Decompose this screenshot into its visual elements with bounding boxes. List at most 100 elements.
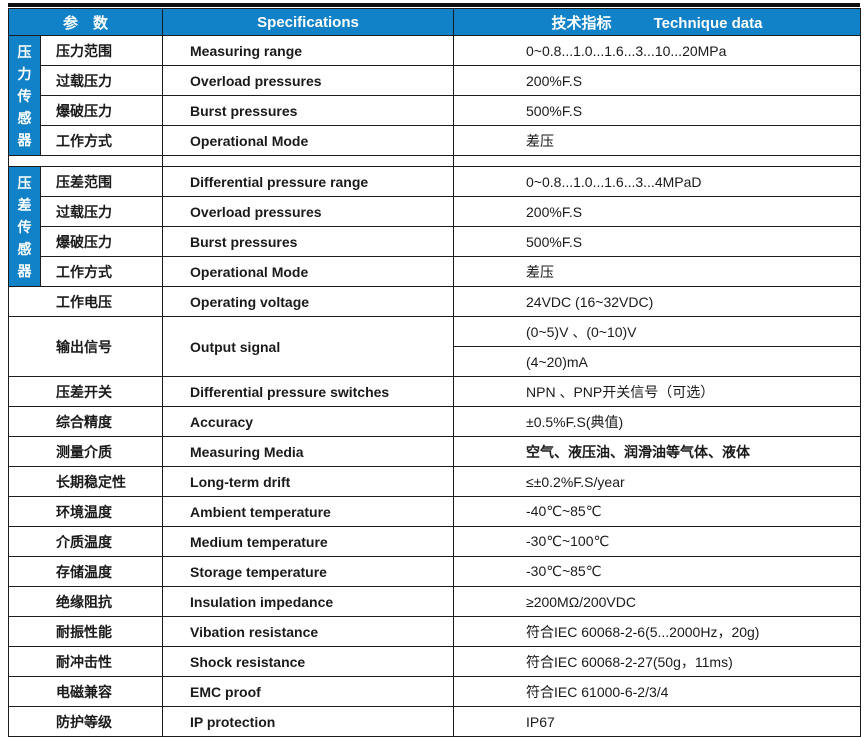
table-row: 测量介质 Measuring Media 空气、液压油、润滑油等气体、液体 bbox=[7, 436, 862, 467]
param-en: IP protection bbox=[162, 706, 455, 737]
param-en: Overload pressures bbox=[162, 196, 455, 227]
table-row: 耐振性能 Vibation resistance 符合IEC 60068-2-6… bbox=[7, 616, 862, 647]
param-value: -40℃~85℃ bbox=[453, 496, 862, 527]
table-header-row: 参 数 Specifications 技术指标 Technique data bbox=[7, 8, 862, 36]
header-specifications: Specifications bbox=[162, 8, 455, 36]
table-row: 压力传感器 压力范围 Measuring range 0~0.8...1.0..… bbox=[8, 35, 862, 156]
param-cn: 综合精度 bbox=[7, 406, 164, 437]
param-en: Ambient temperature bbox=[162, 496, 455, 527]
table-row: 压差开关 Differential pressure switches NPN … bbox=[7, 376, 862, 407]
spec-sheet: 参 数 Specifications 技术指标 Technique data 压力… bbox=[7, 3, 862, 737]
param-value: 符合IEC 60068-2-6(5...2000Hz，20g) bbox=[453, 616, 862, 647]
param-value: 差压 bbox=[453, 125, 862, 156]
header-tech-en: Technique data bbox=[653, 14, 763, 32]
param-cn: 压差范围 bbox=[39, 166, 164, 197]
param-en: Vibation resistance bbox=[162, 616, 455, 647]
param-en: Differential pressure range bbox=[162, 166, 455, 197]
param-value: 差压 bbox=[453, 256, 862, 287]
param-cn: 过载压力 bbox=[39, 65, 164, 96]
param-cn: 长期稳定性 bbox=[7, 466, 164, 497]
table-row: 爆破压力 Burst pressures 500%F.S bbox=[9, 226, 862, 257]
param-en: Insulation impedance bbox=[162, 586, 455, 617]
section-label-pressure-sensor: 压力传感器 bbox=[8, 35, 41, 156]
table-row: 输出信号 Output signal (0~5)V 、(0~10)V bbox=[7, 316, 862, 377]
header-tech-cn: 技术指标 bbox=[551, 14, 612, 32]
table-row: 防护等级 IP protection IP67 bbox=[7, 706, 862, 737]
param-cn: 工作方式 bbox=[39, 125, 164, 156]
param-en: Operating voltage bbox=[162, 286, 455, 317]
param-cn: 爆破压力 bbox=[39, 226, 164, 257]
param-cn: 绝缘阻抗 bbox=[7, 586, 164, 617]
param-value: 符合IEC 60068-2-27(50g，11ms) bbox=[453, 646, 862, 677]
specifications-table: 参 数 Specifications 技术指标 Technique data 压力… bbox=[7, 8, 862, 737]
table-row: 长期稳定性 Long-term drift ≤±0.2%F.S/year bbox=[7, 466, 862, 497]
param-value: 空气、液压油、润滑油等气体、液体 bbox=[453, 436, 862, 467]
param-en: Shock resistance bbox=[162, 646, 455, 677]
param-en: Burst pressures bbox=[162, 226, 455, 257]
param-en: Operational Mode bbox=[162, 125, 455, 156]
table-row: 工作方式 Operational Mode 差压 bbox=[9, 125, 862, 156]
param-value: 0~0.8...1.0...1.6...3...4MPaD bbox=[453, 166, 862, 197]
param-cn: 耐振性能 bbox=[7, 616, 164, 647]
section-label-text: 压力传感器 bbox=[17, 43, 32, 148]
param-value: IP67 bbox=[453, 706, 862, 737]
header-technique-data: 技术指标 Technique data bbox=[453, 8, 862, 36]
param-en: EMC proof bbox=[162, 676, 455, 707]
section-divider-row bbox=[7, 155, 862, 167]
table-row: 环境温度 Ambient temperature -40℃~85℃ bbox=[7, 496, 862, 527]
table-row: 综合精度 Accuracy ±0.5%F.S(典值) bbox=[7, 406, 862, 437]
param-value: ±0.5%F.S(典值) bbox=[453, 406, 862, 437]
param-en: Measuring Media bbox=[162, 436, 455, 467]
param-value: ≥200MΩ/200VDC bbox=[453, 586, 862, 617]
header-params: 参 数 bbox=[7, 8, 164, 36]
table-row: 耐冲击性 Shock resistance 符合IEC 60068-2-27(5… bbox=[7, 646, 862, 677]
param-value: (4~20)mA bbox=[453, 346, 862, 377]
param-cn: 工作方式 bbox=[39, 256, 164, 287]
param-value: 500%F.S bbox=[453, 226, 862, 257]
param-value: 200%F.S bbox=[453, 196, 862, 227]
divider-cell bbox=[7, 155, 164, 167]
table-row: 压差传感器 压差范围 Differential pressure range 0… bbox=[8, 166, 862, 287]
param-value: 200%F.S bbox=[453, 65, 862, 96]
param-en: Overload pressures bbox=[162, 65, 455, 96]
param-cn: 压力范围 bbox=[39, 35, 164, 66]
param-cn: 防护等级 bbox=[7, 706, 164, 737]
param-cn: 工作电压 bbox=[7, 286, 164, 317]
param-value: -30℃~85℃ bbox=[453, 556, 862, 587]
table-row: 电磁兼容 EMC proof 符合IEC 61000-6-2/3/4 bbox=[7, 676, 862, 707]
param-en: Long-term drift bbox=[162, 466, 455, 497]
param-value: ≤±0.2%F.S/year bbox=[453, 466, 862, 497]
top-accent-bar bbox=[8, 3, 860, 7]
param-value: 500%F.S bbox=[453, 95, 862, 126]
table-row: 绝缘阻抗 Insulation impedance ≥200MΩ/200VDC bbox=[7, 586, 862, 617]
param-en: Medium temperature bbox=[162, 526, 455, 557]
param-en: Storage temperature bbox=[162, 556, 455, 587]
param-cn: 介质温度 bbox=[7, 526, 164, 557]
section-label-text: 压差传感器 bbox=[17, 174, 32, 279]
table-row: 存储温度 Storage temperature -30℃~85℃ bbox=[7, 556, 862, 587]
param-value: 0~0.8...1.0...1.6...3...10...20MPa bbox=[453, 35, 862, 66]
table-row: 工作电压 Operating voltage 24VDC (16~32VDC) bbox=[7, 286, 862, 317]
param-en: Accuracy bbox=[162, 406, 455, 437]
table-row: 过载压力 Overload pressures 200%F.S bbox=[9, 196, 862, 227]
divider-cell bbox=[162, 155, 455, 167]
param-value: (0~5)V 、(0~10)V bbox=[453, 316, 862, 347]
param-value: -30℃~100℃ bbox=[453, 526, 862, 557]
param-cn: 环境温度 bbox=[7, 496, 164, 527]
param-cn: 过载压力 bbox=[39, 196, 164, 227]
param-cn: 存储温度 bbox=[7, 556, 164, 587]
param-cn: 输出信号 bbox=[7, 316, 164, 377]
param-en: Differential pressure switches bbox=[162, 376, 455, 407]
param-en: Operational Mode bbox=[162, 256, 455, 287]
table-row: 工作方式 Operational Mode 差压 bbox=[9, 256, 862, 287]
param-cn: 电磁兼容 bbox=[7, 676, 164, 707]
param-cn: 压差开关 bbox=[7, 376, 164, 407]
param-en: Output signal bbox=[162, 316, 455, 377]
table-row: (4~20)mA bbox=[9, 346, 862, 377]
table-row: 介质温度 Medium temperature -30℃~100℃ bbox=[7, 526, 862, 557]
section-label-diff-pressure-sensor: 压差传感器 bbox=[8, 166, 41, 287]
table-row: 爆破压力 Burst pressures 500%F.S bbox=[9, 95, 862, 126]
table-row: 过载压力 Overload pressures 200%F.S bbox=[9, 65, 862, 96]
param-value: NPN 、PNP开关信号（可选） bbox=[453, 376, 862, 407]
param-cn: 爆破压力 bbox=[39, 95, 164, 126]
